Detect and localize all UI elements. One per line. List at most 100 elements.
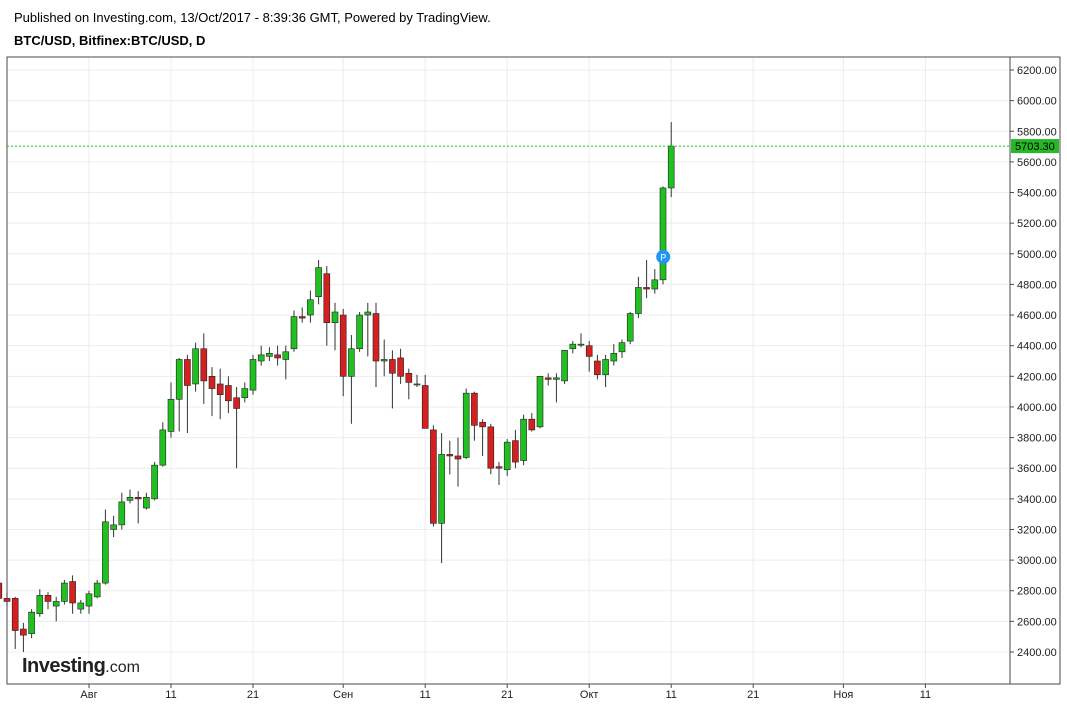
price-tick-label: 5600.00 — [1017, 157, 1057, 169]
candle-body — [93, 582, 101, 598]
candle-body — [102, 521, 109, 584]
candle — [200, 333, 208, 404]
candle-body — [651, 279, 659, 290]
candle-body — [143, 497, 150, 509]
candle — [134, 491, 142, 524]
time-tick-label: Авг — [80, 689, 97, 701]
candle — [626, 311, 634, 345]
candle-body — [594, 360, 601, 376]
candle — [290, 310, 298, 352]
candle-body — [487, 426, 495, 469]
candle-body — [643, 287, 650, 290]
candle — [52, 596, 60, 622]
candle — [192, 342, 199, 392]
candle — [430, 425, 437, 527]
chart-overlays: 5703.30 P — [7, 139, 1059, 264]
candle — [635, 276, 642, 319]
candle-body — [151, 464, 158, 500]
candle — [397, 348, 404, 384]
candle-body — [364, 311, 372, 316]
candle — [249, 354, 257, 395]
candle — [356, 311, 363, 352]
price-tick-label: 2400.00 — [1017, 647, 1057, 659]
candle — [143, 492, 150, 510]
candle-body — [561, 349, 568, 382]
time-tick-label: 21 — [747, 689, 759, 701]
candle — [28, 609, 35, 639]
candle — [454, 437, 462, 487]
candle-body — [544, 377, 552, 380]
candle — [298, 307, 306, 323]
candle — [618, 339, 626, 358]
candle — [380, 339, 388, 377]
candle — [184, 354, 191, 433]
time-tick-label: 21 — [501, 689, 513, 701]
candle — [257, 345, 265, 366]
candle — [471, 391, 478, 441]
symbol-title: BTC/USD, Bitfinex:BTC/USD, D — [14, 33, 206, 48]
candle — [93, 580, 101, 599]
candle-body — [323, 273, 331, 324]
logo-wordmark: Investing — [22, 655, 106, 677]
candle — [495, 462, 503, 486]
candle-body — [175, 359, 183, 400]
price-tick-label: 6200.00 — [1017, 65, 1057, 77]
candle-body — [249, 359, 257, 391]
candle-body — [184, 359, 191, 386]
candle — [175, 357, 183, 432]
price-tick-label: 2600.00 — [1017, 616, 1057, 628]
candle — [126, 489, 134, 504]
event-marker-icon[interactable] — [656, 249, 671, 264]
candle-body — [553, 377, 560, 380]
time-tick-label: 11 — [665, 689, 676, 701]
candle-body — [635, 287, 642, 314]
last-price-badge — [1011, 139, 1059, 154]
candle-body — [257, 354, 265, 362]
candle-body — [528, 418, 536, 431]
price-tick-label: 4000.00 — [1017, 402, 1057, 414]
candle-body — [348, 348, 355, 377]
price-tick-label: 3600.00 — [1017, 463, 1057, 475]
candle — [85, 590, 93, 614]
candle — [118, 492, 126, 530]
plot-frame — [6, 56, 1011, 685]
price-tick-label: 4400.00 — [1017, 341, 1057, 353]
candle — [561, 349, 568, 384]
candle-body — [454, 455, 462, 460]
candle-body — [438, 454, 445, 524]
investing-logo: Investing.com — [22, 655, 140, 678]
price-tick-label: 5400.00 — [1017, 188, 1057, 200]
candle — [577, 333, 585, 348]
candle — [167, 382, 175, 438]
candle-body — [307, 299, 314, 316]
candle — [233, 387, 240, 469]
candle-body — [36, 595, 44, 615]
candle-body — [85, 593, 93, 607]
time-tick-label: Сен — [333, 689, 353, 701]
candle-body — [225, 385, 232, 402]
candle — [520, 414, 527, 466]
price-tick-label: 5000.00 — [1017, 249, 1057, 261]
candle-body — [471, 392, 478, 426]
candle — [421, 374, 429, 429]
candle — [446, 440, 454, 475]
candle — [364, 302, 372, 357]
candle — [667, 122, 675, 198]
candle-body — [77, 602, 85, 610]
chart-grid — [7, 57, 1010, 684]
candle — [208, 367, 216, 417]
candle — [405, 368, 413, 400]
candle — [151, 462, 158, 501]
candle — [61, 580, 68, 605]
candle — [594, 354, 601, 380]
candle-body — [462, 392, 470, 458]
candle — [102, 509, 109, 585]
candle-body — [28, 611, 35, 634]
candle-body — [282, 351, 290, 360]
candle — [11, 596, 19, 649]
candle-body — [134, 497, 142, 500]
candle-body — [200, 348, 208, 382]
candle — [323, 266, 331, 346]
candle-body — [389, 359, 396, 374]
